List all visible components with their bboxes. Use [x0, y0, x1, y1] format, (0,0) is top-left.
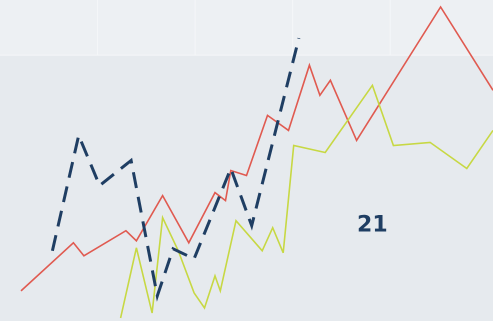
grid-band [0, 0, 493, 56]
series-line-3 [50, 37, 301, 302]
grid [0, 0, 493, 56]
annotation-group: 21 [357, 213, 388, 238]
series-line-1 [20, 5, 493, 292]
series-line-2 [119, 83, 493, 319]
series-group [20, 5, 493, 319]
annotation-label-1: 21 [357, 213, 388, 238]
